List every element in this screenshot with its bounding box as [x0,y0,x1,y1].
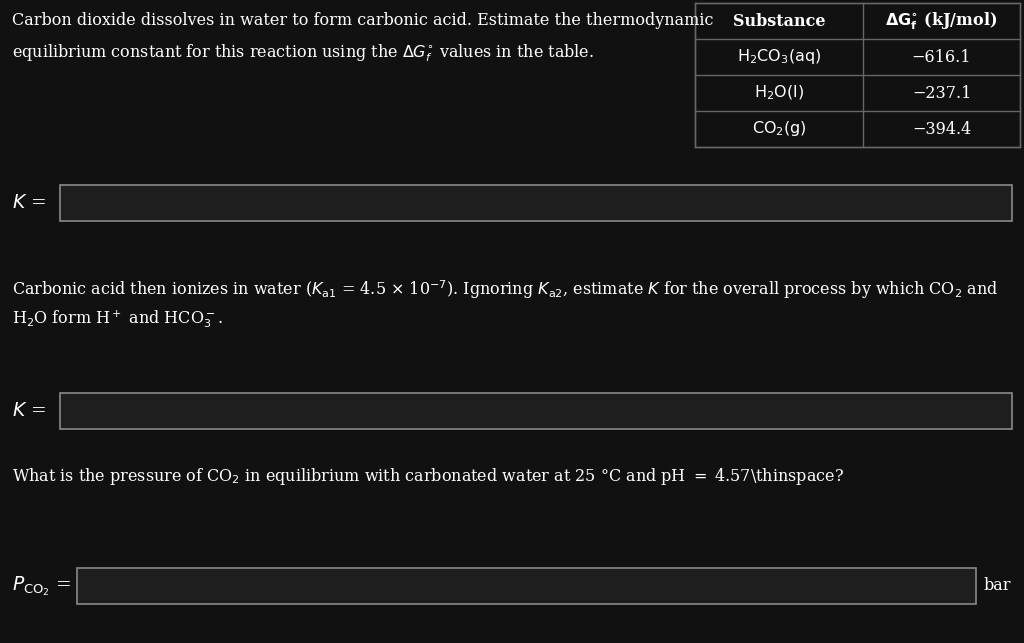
Text: Substance: Substance [733,12,825,30]
Text: Carbon dioxide dissolves in water to form carbonic acid. Estimate the thermodyna: Carbon dioxide dissolves in water to for… [12,12,714,29]
Text: −616.1: −616.1 [911,48,971,66]
Text: $\mathit{K}$ =: $\mathit{K}$ = [12,194,46,212]
Text: What is the pressure of CO$_2$ in equilibrium with carbonated water at 25 °C and: What is the pressure of CO$_2$ in equili… [12,466,844,487]
Text: $\mathbf{\Delta G_f^{\circ}}$ (kJ/mol): $\mathbf{\Delta G_f^{\circ}}$ (kJ/mol) [886,10,997,32]
Text: H$_2$O form H$^+$ and HCO$_3^-$.: H$_2$O form H$^+$ and HCO$_3^-$. [12,308,223,330]
Text: bar: bar [984,577,1012,595]
Text: −237.1: −237.1 [911,84,971,102]
FancyBboxPatch shape [60,393,1012,429]
Text: $\mathit{K}$ =: $\mathit{K}$ = [12,402,46,420]
Text: equilibrium constant for this reaction using the $\Delta G_f^{\circ}$ values in : equilibrium constant for this reaction u… [12,42,594,64]
Text: −394.4: −394.4 [912,120,971,138]
FancyBboxPatch shape [695,3,1020,147]
FancyBboxPatch shape [77,568,976,604]
Text: Carbonic acid then ionizes in water ($K_{\mathrm{a1}}$ = 4.5 $\times$ 10$^{-7}$): Carbonic acid then ionizes in water ($K_… [12,278,998,301]
Text: $\mathrm{CO_2(g)}$: $\mathrm{CO_2(g)}$ [752,120,806,138]
Text: $\mathit{P}_{\mathrm{CO_2}}$ =: $\mathit{P}_{\mathrm{CO_2}}$ = [12,574,72,598]
Text: $\mathrm{H_2O(l)}$: $\mathrm{H_2O(l)}$ [754,84,804,102]
FancyBboxPatch shape [60,185,1012,221]
Text: $\mathrm{H_2CO_3(aq)}$: $\mathrm{H_2CO_3(aq)}$ [737,48,821,66]
